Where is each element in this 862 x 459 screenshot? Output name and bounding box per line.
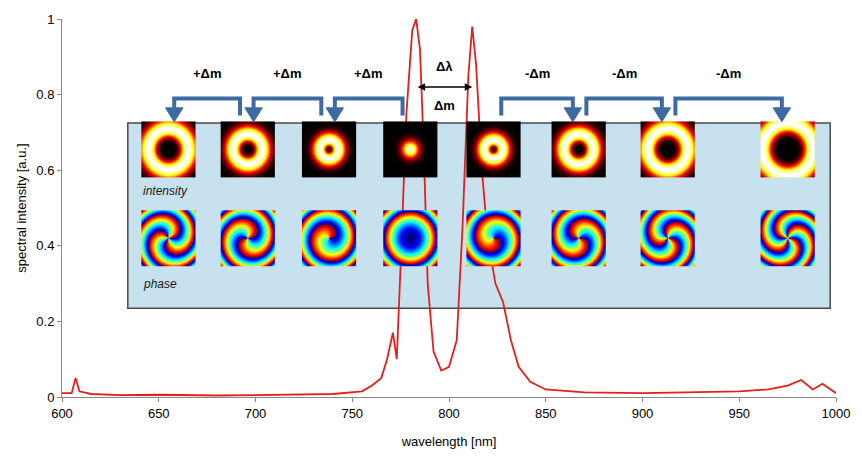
svg-text:intensity: intensity — [143, 184, 188, 198]
svg-text:+Δm: +Δm — [354, 66, 383, 81]
svg-text:-Δm: -Δm — [525, 66, 550, 81]
svg-text:1: 1 — [47, 12, 54, 27]
svg-text:650: 650 — [148, 406, 170, 421]
svg-text:Δλ: Δλ — [436, 59, 453, 74]
svg-text:-Δm: -Δm — [716, 66, 741, 81]
svg-text:phase: phase — [143, 277, 177, 291]
svg-text:900: 900 — [632, 406, 654, 421]
svg-text:800: 800 — [438, 406, 460, 421]
svg-text:spectral intensity [a.u.]: spectral intensity [a.u.] — [14, 143, 29, 272]
svg-text:950: 950 — [728, 406, 750, 421]
svg-text:Δm: Δm — [434, 98, 455, 113]
svg-text:700: 700 — [245, 406, 267, 421]
svg-text:0.4: 0.4 — [36, 238, 54, 253]
svg-text:wavelength [nm]: wavelength [nm] — [401, 434, 497, 449]
svg-text:0.2: 0.2 — [36, 314, 54, 329]
svg-text:750: 750 — [341, 406, 363, 421]
svg-text:600: 600 — [51, 406, 73, 421]
svg-text:0.6: 0.6 — [36, 163, 54, 178]
svg-text:+Δm: +Δm — [273, 66, 302, 81]
svg-text:-Δm: -Δm — [612, 66, 637, 81]
svg-text:+Δm: +Δm — [193, 66, 222, 81]
svg-text:0: 0 — [47, 390, 54, 405]
svg-text:0.8: 0.8 — [36, 87, 54, 102]
svg-text:1000: 1000 — [822, 406, 851, 421]
svg-text:850: 850 — [535, 406, 557, 421]
